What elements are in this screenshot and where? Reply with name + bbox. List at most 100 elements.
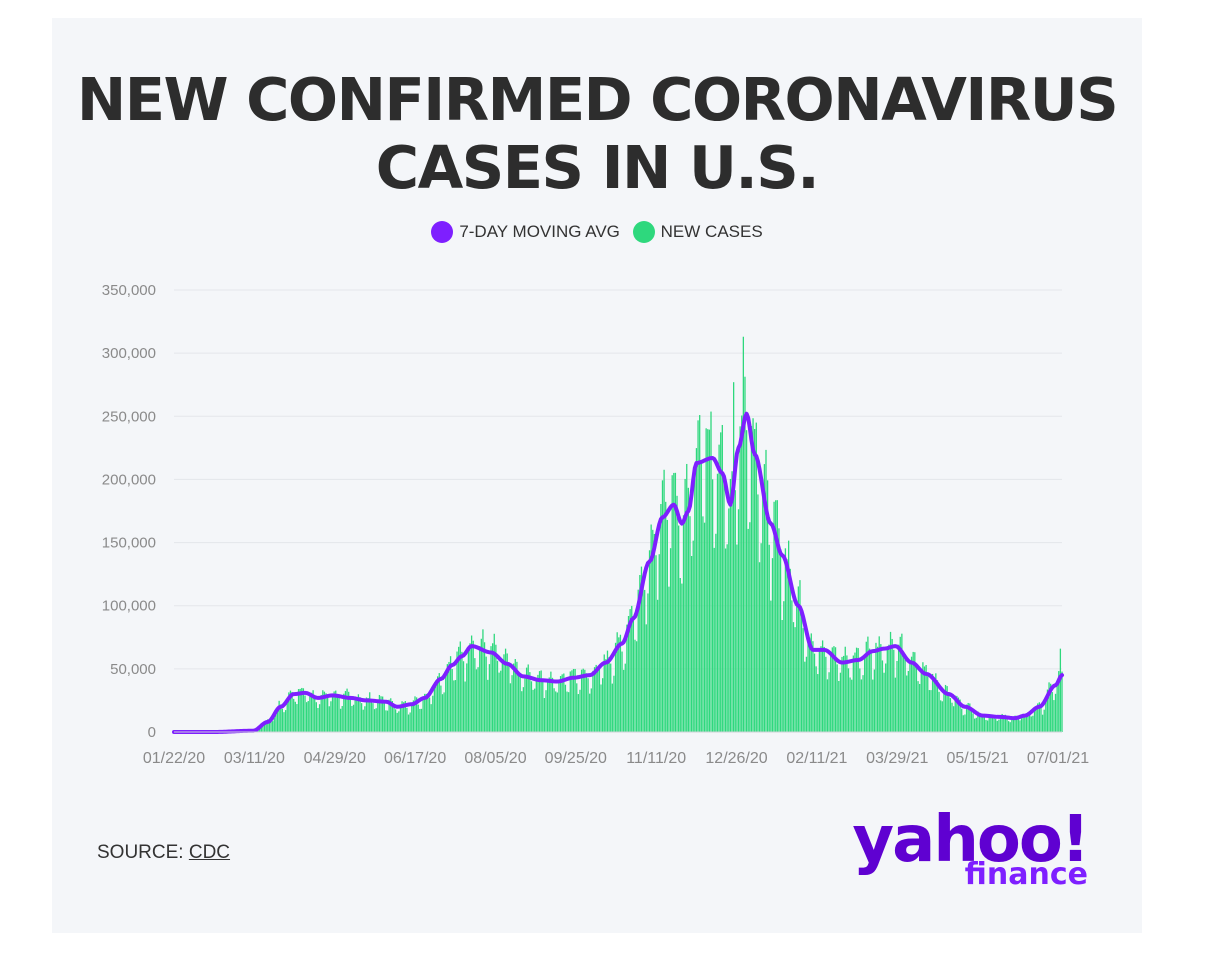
new-cases-bar — [354, 696, 356, 732]
new-cases-bar — [669, 548, 672, 732]
new-cases-bar — [851, 679, 853, 732]
moving-avg-line — [172, 411, 1064, 734]
new-cases-bar — [1053, 700, 1055, 732]
new-cases-bar — [496, 660, 499, 732]
new-cases-bar — [383, 702, 385, 732]
new-cases-bar — [813, 653, 816, 732]
new-cases-bar — [571, 670, 573, 732]
new-cases-bar — [902, 652, 905, 732]
new-cases-bar — [1006, 717, 1008, 732]
new-cases-bar — [394, 709, 397, 732]
new-cases-bar — [933, 677, 935, 732]
new-cases-bar — [409, 712, 411, 732]
source-link-cdc[interactable]: CDC — [188, 842, 231, 863]
new-cases-bar — [1009, 722, 1011, 732]
new-cases-bar — [593, 667, 596, 732]
new-cases-bar — [920, 669, 922, 732]
new-cases-bar — [349, 697, 351, 732]
new-cases-bar — [752, 418, 754, 732]
new-cases-bar — [503, 654, 505, 732]
new-cases-bar — [1016, 715, 1018, 732]
new-cases-bar — [606, 650, 609, 732]
new-cases-bar — [635, 641, 638, 732]
new-cases-bar — [739, 426, 741, 732]
new-cases-bar — [952, 706, 955, 732]
new-cases-bar — [943, 693, 945, 732]
new-cases-bar — [362, 709, 364, 732]
new-cases-bar — [996, 720, 998, 732]
new-cases-bar — [880, 644, 882, 732]
new-cases-bar — [645, 624, 647, 732]
new-cases-bar — [443, 692, 445, 732]
new-cases-bar — [946, 686, 948, 732]
new-cases-bar — [577, 694, 580, 732]
new-cases-bar — [475, 669, 478, 732]
new-cases-bar — [1007, 721, 1010, 732]
new-cases-bar — [438, 673, 440, 732]
new-cases-bar — [925, 665, 927, 732]
new-cases-bar — [868, 648, 871, 732]
new-cases-bar — [286, 700, 288, 732]
new-cases-bar — [550, 671, 552, 732]
new-cases-bar — [889, 631, 892, 732]
new-cases-bar — [804, 661, 806, 732]
new-cases-bar — [998, 719, 1000, 732]
new-cases-bar — [284, 710, 287, 732]
new-cases-bar — [364, 706, 366, 732]
new-cases-bar — [857, 648, 859, 732]
new-cases-bar — [1001, 713, 1003, 732]
new-cases-bar — [480, 638, 482, 732]
new-cases-bar — [802, 628, 804, 732]
new-cases-bar — [796, 606, 798, 732]
new-cases-bar — [899, 636, 901, 732]
new-cases-bar — [839, 672, 842, 732]
new-cases-bar — [652, 529, 654, 732]
new-cases-bar — [671, 475, 673, 732]
x-tick-label: 11/11/20 — [626, 750, 686, 767]
new-cases-bar — [954, 695, 956, 732]
new-cases-bar — [535, 681, 537, 732]
new-cases-bar — [291, 691, 293, 732]
new-cases-bar — [694, 474, 696, 732]
new-cases-bar — [325, 693, 327, 732]
new-cases-bar — [320, 694, 322, 732]
new-cases-bar — [768, 544, 770, 732]
new-cases-bar — [1029, 714, 1031, 732]
new-cases-bar — [692, 540, 694, 732]
new-cases-bar — [459, 641, 461, 732]
legend-item-moving-avg: 7-DAY MOVING AVG — [431, 221, 620, 243]
new-cases-bar — [1048, 682, 1050, 732]
new-cases-bar — [634, 639, 636, 732]
new-cases-bar — [776, 500, 778, 732]
new-cases-bar — [915, 666, 918, 732]
new-cases-bar — [390, 698, 392, 732]
new-cases-bar — [563, 673, 565, 732]
new-cases-bar — [267, 719, 269, 732]
new-cases-bar — [517, 672, 520, 732]
new-cases-bar — [682, 515, 685, 732]
new-cases-bar — [737, 509, 740, 732]
new-cases-bar — [791, 600, 793, 732]
new-cases-bar — [1012, 716, 1015, 732]
new-cases-bar — [991, 714, 994, 732]
new-cases-bar — [530, 681, 533, 732]
new-cases-bar — [760, 543, 762, 732]
new-cases-bar — [726, 544, 728, 732]
new-cases-bar — [901, 633, 903, 732]
new-cases-bar — [576, 683, 578, 732]
new-cases-bar — [673, 472, 675, 732]
x-tick-label: 09/25/20 — [545, 750, 607, 767]
new-cases-bar — [406, 707, 408, 732]
new-cases-bar — [611, 683, 613, 732]
new-cases-bar — [800, 609, 803, 732]
new-cases-bar — [479, 646, 481, 732]
new-cases-bar — [519, 673, 521, 732]
new-cases-bar — [809, 637, 811, 732]
new-cases-bar — [435, 680, 437, 732]
new-cases-bar — [710, 411, 712, 732]
new-cases-bar — [336, 693, 339, 732]
new-cases-bar — [842, 655, 845, 732]
new-cases-bar — [385, 710, 387, 732]
new-cases-bar — [849, 677, 851, 732]
new-cases-bar — [404, 701, 406, 732]
